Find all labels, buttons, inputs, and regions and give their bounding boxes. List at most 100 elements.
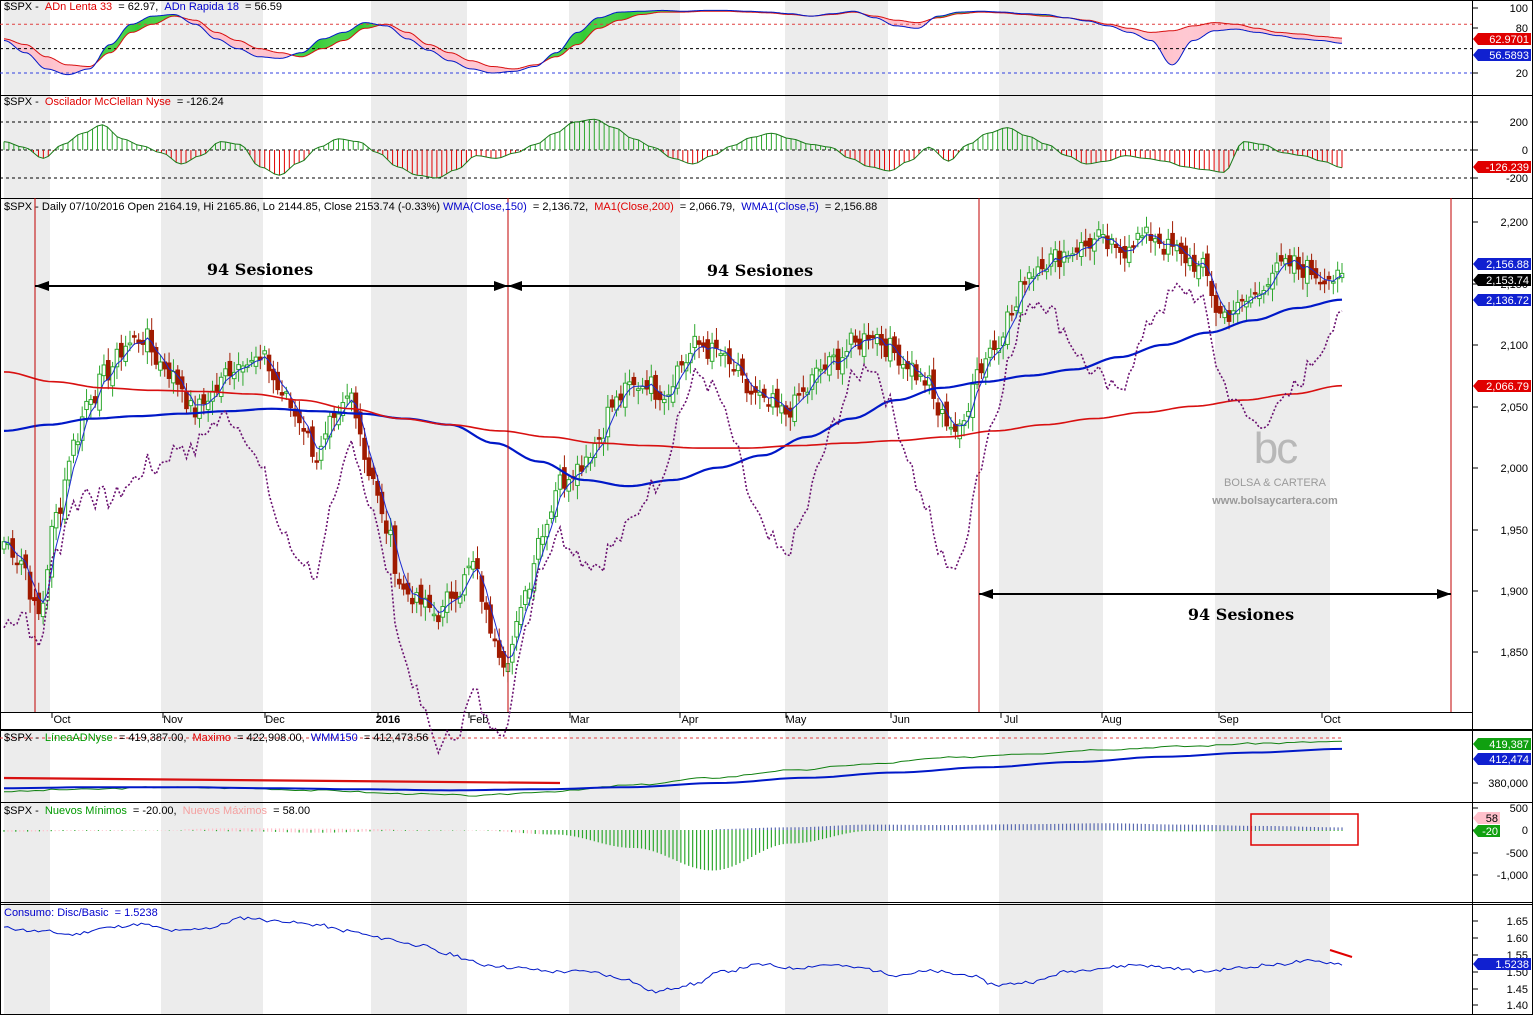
candle-body [518, 606, 524, 625]
adn-fill-segment [17, 42, 19, 50]
month-band-2-1 [161, 199, 263, 712]
adn-fill-segment [576, 32, 578, 45]
adn-fill-segment [444, 51, 446, 60]
adn-fill-segment [353, 27, 355, 35]
adn-fill-segment [57, 61, 59, 73]
candle-body [779, 405, 784, 414]
session-arrow-2-head-right [965, 281, 979, 291]
adn-fill-segment [1196, 25, 1198, 41]
adn-fill-segment [1247, 26, 1249, 32]
adn-rapida-label: ADn Rapida 18 [164, 1, 239, 13]
session-arrow-1-head-left [35, 281, 49, 291]
consumo-label: Consumo: Disc/Basic [4, 907, 109, 919]
adn-fill-segment [299, 52, 301, 57]
candle-body [618, 393, 624, 401]
adn-fill-segment [154, 16, 156, 25]
adn-fill-segment [1298, 33, 1300, 39]
adn-fill-segment [282, 52, 284, 59]
adn-fill-segment [593, 19, 595, 31]
adline-value: = 419,387.00, [115, 732, 190, 744]
adn-fill-segment [148, 16, 150, 25]
adn-fill-segment [436, 47, 438, 55]
adn-fill-segment [1130, 28, 1132, 33]
adn-fill-segment [131, 24, 133, 33]
adn-fill-segment [414, 35, 416, 43]
adn-fill-segment [1301, 34, 1303, 39]
adn-fill-segment [305, 50, 307, 57]
candle-body [71, 439, 76, 456]
adn-fill-segment [161, 15, 163, 22]
month-band-2-5 [999, 199, 1103, 712]
adn-fill-segment [1317, 36, 1319, 41]
adn-fill-segment [412, 34, 414, 42]
adn-fill-segment [226, 36, 228, 45]
adn-fill-segment [1274, 32, 1276, 36]
adn-fill-segment [342, 32, 344, 41]
adn-fill-segment [364, 22, 366, 29]
adn-fill-segment [249, 45, 251, 55]
new-lows-marker-bg [1473, 825, 1500, 837]
adn-fill-segment [500, 67, 502, 73]
adn-fill-segment [31, 46, 33, 57]
candle-body [218, 376, 224, 398]
adn-fill-segment [201, 22, 203, 28]
candle-body [701, 342, 706, 348]
candle-body [132, 335, 137, 338]
adn-fill-segment [274, 51, 276, 59]
candle-body [840, 357, 845, 375]
month-band-4-0 [4, 803, 50, 902]
adn-fill-segment [261, 48, 263, 57]
adn-fill-segment [1158, 31, 1160, 50]
adn-fill-segment [222, 33, 224, 42]
adn-rapida-value: = 56.59 [241, 1, 283, 13]
candle-body [861, 333, 867, 357]
adn-fill-segment [610, 13, 612, 24]
highslows-prefix: $SPX - [4, 805, 42, 817]
adn-fill-segment [369, 22, 371, 28]
adn-fill-segment [266, 49, 268, 58]
wma150-marker-bg [1473, 294, 1531, 306]
adn-fill-segment [1260, 28, 1262, 33]
candle-body [579, 465, 585, 472]
adn-fill-segment [573, 33, 575, 46]
adn-fill-segment [56, 60, 58, 72]
adn-fill-segment [126, 26, 128, 36]
adn-fill-segment [82, 66, 84, 71]
adn-fill-segment [296, 53, 298, 57]
adn-fill-segment [352, 27, 354, 36]
adn-fill-segment [256, 48, 258, 57]
candle-body [766, 404, 771, 407]
adn-fill-segment [902, 20, 904, 27]
consumo-panel-title: Consumo: Disc/Basic = 1.5238 [4, 907, 161, 919]
adn-fill-segment [43, 56, 45, 69]
candle-body [105, 360, 111, 381]
adn-fill-segment [1248, 27, 1250, 32]
month-band-1-4 [785, 96, 888, 198]
adn-fill-segment [76, 65, 78, 73]
candle-body [757, 391, 763, 396]
adn-fill-segment [501, 67, 503, 73]
adn-fill-segment [914, 22, 916, 29]
adn-fill-segment [27, 44, 29, 54]
adn-lenta-marker: 62.9701 [1489, 34, 1529, 46]
candle-body [323, 433, 328, 440]
candle-body [857, 338, 863, 350]
adn-fill-segment [1321, 36, 1323, 41]
adn-fill-segment [645, 11, 647, 15]
adn-fill-segment [209, 29, 211, 37]
candle-body [344, 395, 350, 399]
adn-fill-segment [334, 34, 336, 44]
adn-fill-segment [113, 42, 115, 52]
adn-fill-segment [1206, 23, 1208, 34]
adn-fill-segment [900, 20, 902, 27]
adn-fill-segment [316, 40, 318, 51]
adn-fill-segment [474, 61, 476, 70]
adn-fill-segment [1148, 32, 1150, 41]
month-label: Oct [1323, 714, 1340, 726]
candle-body [397, 578, 402, 585]
adn-fill-segment [270, 51, 273, 58]
wma150-value: = 2,136.72, [529, 201, 592, 213]
adn-fill-segment [122, 30, 124, 41]
adn-fill-segment [129, 24, 131, 33]
adn-fill-segment [399, 29, 401, 36]
